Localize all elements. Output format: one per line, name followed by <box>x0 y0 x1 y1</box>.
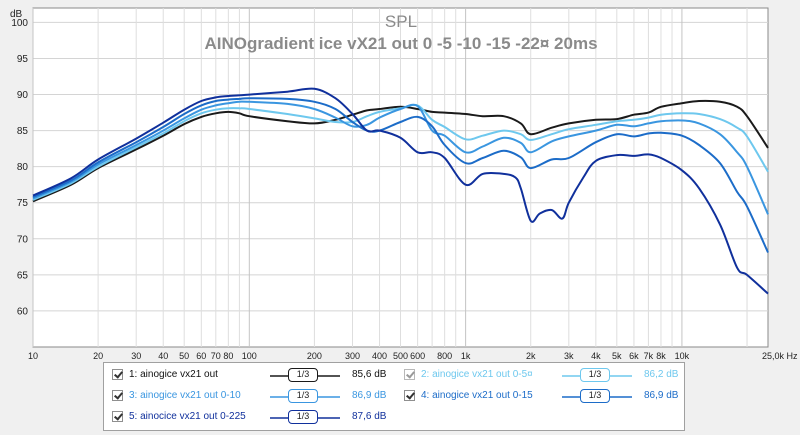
legend-label: 4: ainogice vx21 out 0-15 <box>421 390 533 401</box>
x-tick-label: 3k <box>564 351 574 361</box>
smoothing-swatch[interactable]: 1/3 <box>562 366 632 386</box>
series-line-3 <box>32 100 769 215</box>
legend-value: 85,6 dB <box>352 369 387 380</box>
legend-checkbox[interactable] <box>404 390 415 401</box>
legend-checkbox[interactable] <box>404 369 415 380</box>
y-tick-label: 60 <box>17 306 29 317</box>
y-tick-label: 90 <box>17 90 29 101</box>
x-tick-label: 2k <box>526 351 536 361</box>
x-tick-label: 25,0k Hz <box>762 351 798 361</box>
y-tick-label: 65 <box>17 270 29 281</box>
legend-label: 2: ainogice vx21 out 0-5¤ <box>421 369 533 380</box>
legend-item[interactable]: 1: ainogice vx21 out 1/3 85,6 dB <box>112 366 402 386</box>
series-line-2 <box>32 103 769 201</box>
y-tick-label: 80 <box>17 162 29 173</box>
x-tick-label: 7k <box>644 351 654 361</box>
y-tick-label: 95 <box>17 54 29 65</box>
legend-value: 86,2 dB <box>644 369 679 380</box>
x-tick-label: 8k <box>656 351 666 361</box>
grid-lines <box>32 8 768 347</box>
legend-item[interactable]: 3: ainogice vx21 out 0-10 1/3 86,9 dB <box>112 387 402 407</box>
smoothing-box: 1/3 <box>288 410 318 424</box>
smoothing-box: 1/3 <box>288 368 318 382</box>
x-tick-label: 200 <box>307 351 322 361</box>
smoothing-swatch[interactable]: 1/3 <box>270 408 340 428</box>
legend-checkbox[interactable] <box>112 411 123 422</box>
x-tick-label: 500 <box>393 351 408 361</box>
legend-value: 86,9 dB <box>352 390 387 401</box>
x-tick-label: 400 <box>372 351 387 361</box>
chart-title: SPL <box>385 12 417 31</box>
chart-subtitle: AINOgradient ice vX21 out 0 -5 -10 -15 -… <box>204 34 597 53</box>
legend-item[interactable]: 5: ainocice vx21 out 0-225 1/3 87,6 dB <box>112 408 402 428</box>
smoothing-swatch[interactable]: 1/3 <box>270 387 340 407</box>
x-tick-label: 10k <box>675 351 690 361</box>
smoothing-box: 1/3 <box>580 368 610 382</box>
x-tick-label: 40 <box>158 351 168 361</box>
legend-checkbox[interactable] <box>112 369 123 380</box>
legend-label: 1: ainogice vx21 out <box>129 369 218 380</box>
x-tick-label: 5k <box>612 351 622 361</box>
legend-item[interactable]: 4: ainogice vx21 out 0-15 1/3 86,9 dB <box>404 387 684 407</box>
legend: 1: ainogice vx21 out 1/3 85,6 dB 2: aino… <box>103 362 685 431</box>
y-tick-label: 75 <box>17 198 29 209</box>
y-unit-label: dB <box>10 9 23 20</box>
series-line-1 <box>32 99 769 203</box>
y-tick-label: 85 <box>17 126 29 137</box>
series-line-4 <box>32 97 769 253</box>
legend-label: 3: ainogice vx21 out 0-10 <box>129 390 241 401</box>
x-tick-label: 1k <box>461 351 471 361</box>
y-tick-label: 70 <box>17 234 29 245</box>
smoothing-swatch[interactable]: 1/3 <box>270 366 340 386</box>
x-tick-label: 300 <box>345 351 360 361</box>
x-tick-label: 60 <box>196 351 206 361</box>
x-tick-label: 6k <box>629 351 639 361</box>
x-tick-label: 100 <box>242 351 257 361</box>
x-tick-label: 50 <box>179 351 189 361</box>
x-tick-label: 20 <box>93 351 103 361</box>
legend-label: 5: ainocice vx21 out 0-225 <box>129 411 246 422</box>
smoothing-box: 1/3 <box>580 389 610 403</box>
x-tick-label: 4k <box>591 351 601 361</box>
series-line-5 <box>32 87 769 295</box>
legend-item[interactable]: 2: ainogice vx21 out 0-5¤ 1/3 86,2 dB <box>404 366 684 386</box>
legend-checkbox[interactable] <box>112 390 123 401</box>
y-tick-label: 100 <box>11 18 28 29</box>
x-tick-label: 80 <box>223 351 233 361</box>
legend-value: 87,6 dB <box>352 411 387 422</box>
x-tick-label: 10 <box>28 351 38 361</box>
x-tick-label: 30 <box>131 351 141 361</box>
smoothing-swatch[interactable]: 1/3 <box>562 387 632 407</box>
legend-value: 86,9 dB <box>644 390 679 401</box>
x-tick-label: 600 <box>410 351 425 361</box>
x-tick-label: 70 <box>211 351 221 361</box>
series-lines <box>32 87 769 295</box>
smoothing-box: 1/3 <box>288 389 318 403</box>
x-tick-label: 800 <box>437 351 452 361</box>
